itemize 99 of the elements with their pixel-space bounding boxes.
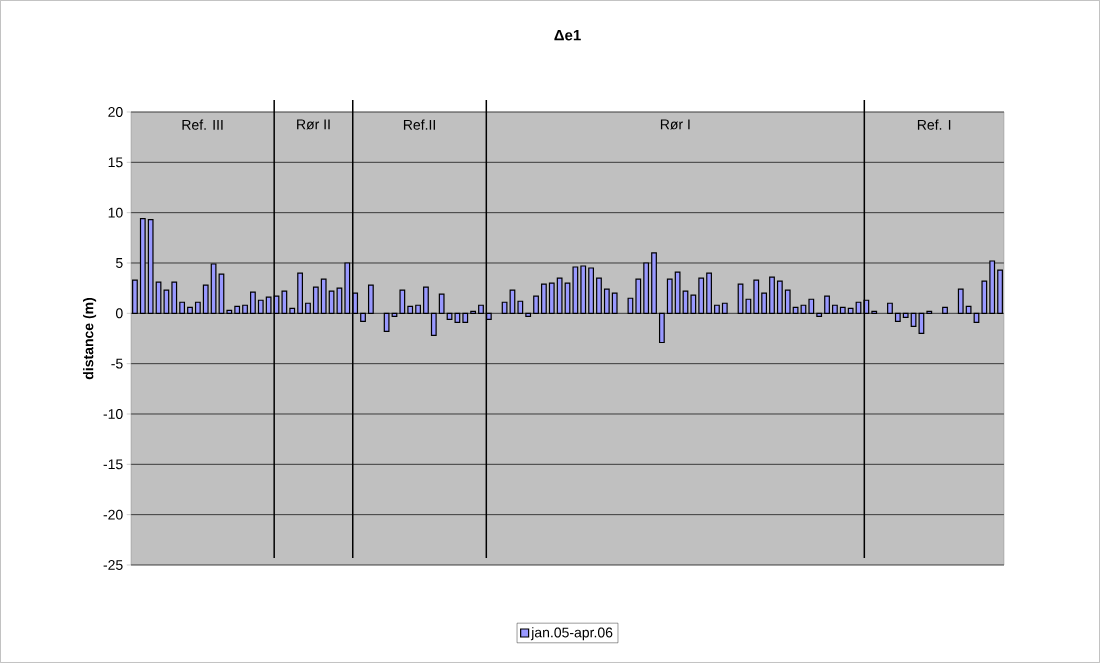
- bar: [320, 278, 327, 314]
- bar: [556, 277, 563, 314]
- bar: [517, 300, 524, 314]
- bar: [690, 294, 697, 314]
- bar: [832, 304, 838, 314]
- chart-title: Δe1: [554, 30, 581, 41]
- bar: [289, 307, 296, 314]
- bar: [698, 277, 705, 314]
- bar: [839, 306, 846, 314]
- bar: [226, 309, 233, 314]
- bar: [297, 272, 303, 314]
- bar: [360, 312, 366, 322]
- bar: [533, 295, 539, 314]
- bar: [423, 286, 429, 314]
- bar: [580, 265, 587, 314]
- bar: [721, 302, 728, 314]
- bar: [194, 301, 201, 314]
- bar: [769, 276, 775, 314]
- y-tick-label: 20: [108, 107, 123, 117]
- annotation: Rør II: [297, 119, 330, 130]
- y-tick-label: -5: [111, 358, 123, 369]
- bar: [210, 263, 217, 314]
- annotation: Ref. III: [182, 119, 223, 130]
- bar: [462, 312, 469, 323]
- bar: [202, 284, 209, 314]
- bar: [887, 302, 893, 314]
- annotation: Rør I: [660, 119, 690, 130]
- bar: [588, 267, 594, 314]
- bar: [415, 304, 421, 314]
- annotation: Ref. I: [917, 119, 951, 130]
- bar: [611, 292, 618, 314]
- bar: [658, 312, 665, 344]
- bar: [139, 218, 146, 314]
- bar: [163, 289, 170, 314]
- bar: [596, 277, 602, 314]
- bar: [548, 282, 555, 314]
- bar: [525, 312, 532, 317]
- bar: [257, 299, 264, 314]
- bar: [926, 310, 933, 314]
- bar: [234, 305, 241, 314]
- bar: [454, 312, 461, 323]
- bar: [407, 305, 414, 314]
- bar: [478, 304, 484, 314]
- y-axis-title: distance (m): [83, 297, 97, 380]
- bar: [470, 310, 477, 314]
- bar: [674, 271, 681, 314]
- bar: [981, 280, 988, 314]
- bar: [430, 312, 437, 337]
- y-tick-label: 5: [115, 258, 123, 268]
- y-tick-label: -20: [103, 509, 123, 520]
- bar: [399, 289, 406, 314]
- bar: [745, 298, 752, 314]
- y-tick-label: 10: [108, 207, 123, 218]
- bar: [989, 260, 996, 314]
- bar: [784, 289, 791, 314]
- bar: [541, 283, 547, 314]
- bar: [957, 288, 964, 314]
- bar: [651, 252, 657, 314]
- bar: [942, 306, 948, 314]
- bar: [965, 305, 972, 314]
- bar: [894, 312, 901, 322]
- bar: [367, 284, 374, 314]
- bar: [603, 288, 610, 314]
- bar: [761, 292, 768, 314]
- bar: [242, 304, 248, 314]
- bar: [171, 281, 178, 314]
- y-tick-label: -25: [103, 560, 123, 570]
- bar: [281, 290, 288, 314]
- bar: [808, 298, 815, 314]
- bar: [776, 280, 783, 314]
- bar: [753, 279, 760, 314]
- bar: [902, 312, 909, 318]
- bar: [572, 266, 579, 314]
- bar: [179, 301, 186, 314]
- bar: [312, 286, 319, 314]
- bar: [305, 302, 311, 314]
- bar: [871, 310, 878, 314]
- y-tick-label: 15: [108, 157, 123, 168]
- bar: [714, 304, 720, 314]
- bar: [666, 278, 673, 314]
- y-tick-label: -10: [103, 409, 123, 419]
- bar: [147, 219, 154, 314]
- bar: [643, 262, 650, 314]
- bar: [824, 295, 830, 314]
- bar: [438, 293, 445, 314]
- y-tick-label: 0: [115, 308, 123, 319]
- bar: [706, 272, 712, 314]
- y-tick-label: -15: [103, 459, 123, 470]
- annotation: Ref.II: [403, 119, 435, 130]
- bar: [250, 291, 256, 314]
- bar: [501, 301, 508, 314]
- bar: [344, 262, 351, 314]
- legend-label: jan.05-apr.06: [530, 627, 613, 641]
- bar: [187, 306, 193, 314]
- bar: [383, 312, 390, 333]
- bar: [635, 278, 642, 314]
- bar: [627, 297, 634, 314]
- bar: [816, 312, 823, 317]
- bar: [847, 307, 854, 314]
